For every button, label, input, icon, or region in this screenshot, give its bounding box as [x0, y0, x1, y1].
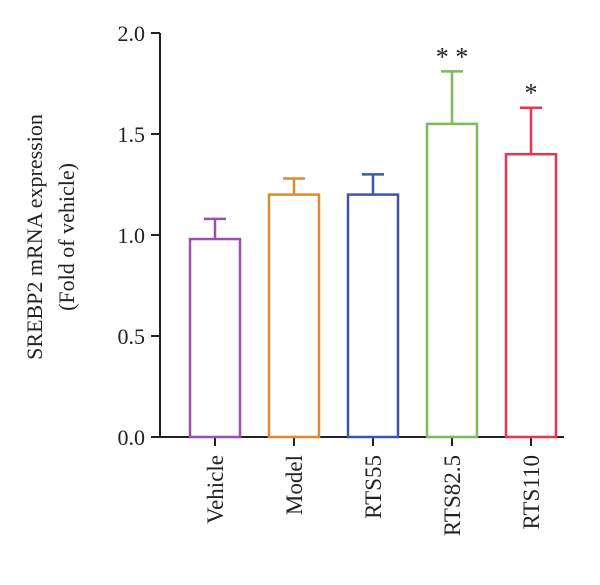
bar-rts110 — [504, 152, 558, 439]
y-tick-label: 0.5 — [118, 324, 146, 349]
y-axis-title-line-1: SREBP2 mRNA expression — [22, 114, 47, 360]
bar-rts82-5 — [425, 122, 479, 439]
significance-marker: * — [525, 79, 538, 108]
bar-vehicle — [188, 237, 242, 439]
x-tick-label: RTS110 — [519, 455, 544, 529]
y-tick-label: 1.5 — [118, 122, 146, 147]
bar-model — [267, 193, 321, 439]
y-tick-label: 2.0 — [118, 21, 146, 46]
x-tick-label: RTS82.5 — [440, 455, 465, 536]
axes: 0.0 0.5 1.0 1.5 2.0 Vehicle Model RTS55 RTS82.5 R… — [118, 21, 564, 536]
x-tick-label: Vehicle — [203, 455, 228, 524]
x-tick-label: Model — [282, 455, 307, 515]
x-tick-label: RTS55 — [361, 455, 386, 519]
y-tick-label: 0.0 — [118, 425, 146, 450]
significance-marker: * * — [436, 42, 469, 71]
y-tick-label: 1.0 — [118, 223, 146, 248]
bars: * * * — [188, 42, 558, 439]
y-axis-title: SREBP2 mRNA expression (Fold of vehicle) — [22, 114, 79, 360]
bar-rts55 — [346, 193, 400, 439]
y-axis-title-line-2: (Fold of vehicle) — [54, 163, 79, 311]
